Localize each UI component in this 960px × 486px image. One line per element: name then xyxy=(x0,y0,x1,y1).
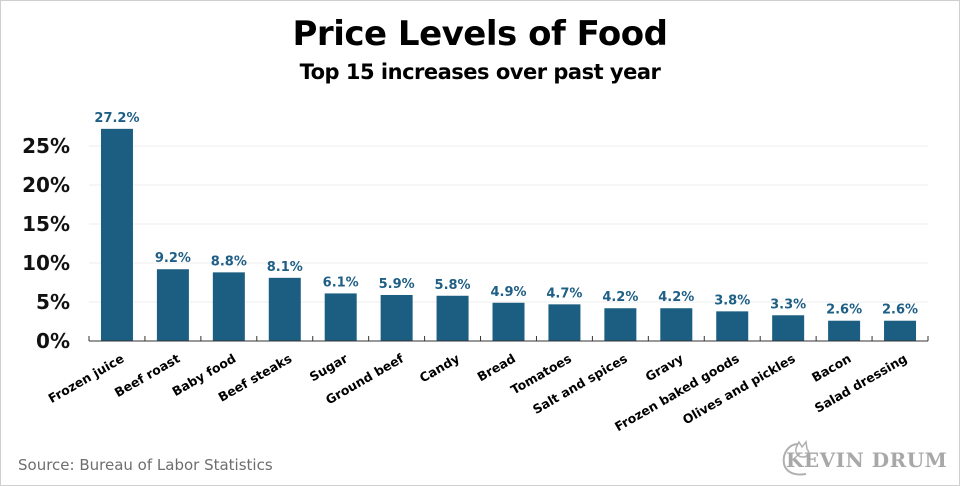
data-label: 4.2% xyxy=(658,290,694,305)
bar xyxy=(660,308,693,341)
data-label: 3.3% xyxy=(770,297,806,312)
data-label: 3.8% xyxy=(714,293,750,308)
cat-logo-icon xyxy=(782,440,810,476)
chart-subtitle: Top 15 increases over past year xyxy=(299,60,661,84)
x-tick-label: Bread xyxy=(475,351,518,385)
x-tick-label: Sugar xyxy=(307,350,351,384)
x-tick-label: Bacon xyxy=(809,351,854,385)
data-label: 4.9% xyxy=(490,285,526,300)
data-label: 9.2% xyxy=(155,251,191,266)
bar xyxy=(772,315,805,341)
bar xyxy=(100,128,133,341)
bar xyxy=(436,295,469,341)
y-tick-label: 5% xyxy=(36,290,70,314)
y-tick-label: 0% xyxy=(36,329,70,353)
data-label: 27.2% xyxy=(94,111,139,126)
data-label: 5.9% xyxy=(379,277,415,292)
bar xyxy=(380,294,413,341)
bar xyxy=(156,269,189,341)
y-tick-label: 15% xyxy=(22,212,70,236)
x-tick-label: Candy xyxy=(417,351,462,386)
data-label: 4.7% xyxy=(546,286,582,301)
bar xyxy=(828,320,861,341)
x-tick-label: Gravy xyxy=(643,351,686,385)
data-label: 8.1% xyxy=(267,260,303,275)
bar xyxy=(324,293,357,341)
data-label: 6.1% xyxy=(323,275,359,290)
bar xyxy=(268,277,301,341)
x-tick-label: Salt and spices xyxy=(530,351,630,417)
bar xyxy=(212,272,245,341)
data-label: 8.8% xyxy=(211,254,247,269)
brand-watermark: KEVIN DRUM xyxy=(786,448,948,472)
bar xyxy=(492,302,525,341)
x-tick-label: Salad dressing xyxy=(812,351,910,416)
chart-title: Price Levels of Food xyxy=(292,14,668,54)
source-note: Source: Bureau of Labor Statistics xyxy=(18,456,273,474)
data-label: 2.6% xyxy=(882,303,918,318)
bar xyxy=(716,311,749,341)
data-label: 4.2% xyxy=(602,290,638,305)
y-tick-label: 25% xyxy=(22,134,70,158)
y-tick-label: 20% xyxy=(22,173,70,197)
bar xyxy=(604,308,637,341)
data-label: 2.6% xyxy=(826,303,862,318)
x-tick-label: Frozen juice xyxy=(45,351,126,406)
bar xyxy=(548,304,581,341)
y-tick-label: 10% xyxy=(22,251,70,275)
data-label: 5.8% xyxy=(435,278,471,293)
bar xyxy=(884,320,917,341)
